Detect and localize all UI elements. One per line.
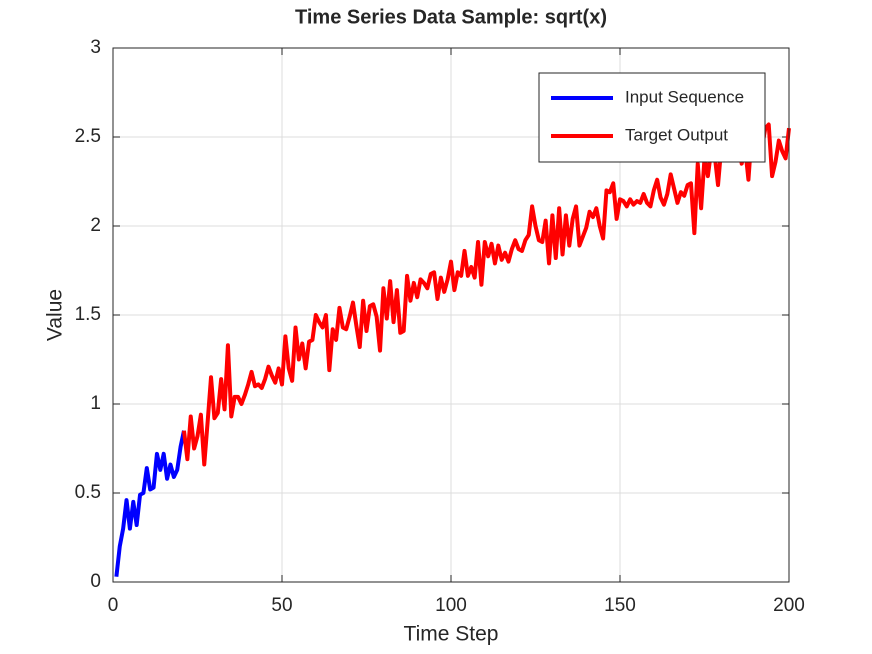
legend-box (538, 72, 766, 163)
data-line (114, 430, 186, 577)
y-axis-label: Value (44, 289, 67, 341)
y-tick-label: 1 (90, 393, 101, 414)
x-tick-label: 0 (108, 595, 119, 616)
legend-label: Target Output (625, 125, 728, 144)
y-tick-label: 0 (90, 571, 101, 592)
y-tick-label: 2 (90, 215, 101, 236)
x-tick-label: 150 (604, 595, 636, 616)
x-tick-label: 200 (773, 595, 805, 616)
x-tick-label: 50 (271, 595, 292, 616)
y-tick-label: 0.5 (75, 482, 101, 503)
y-tick-label: 1.5 (75, 304, 101, 325)
legend-label: Input Sequence (625, 87, 744, 106)
data-line (181, 122, 791, 467)
chart-title: Time Series Data Sample: sqrt(x) (295, 6, 607, 28)
axes-box (112, 47, 790, 583)
y-tick-label: 2.5 (75, 126, 101, 147)
x-tick-label: 100 (435, 595, 467, 616)
y-tick-label: 3 (90, 37, 101, 58)
x-axis-label: Time Step (404, 623, 499, 646)
